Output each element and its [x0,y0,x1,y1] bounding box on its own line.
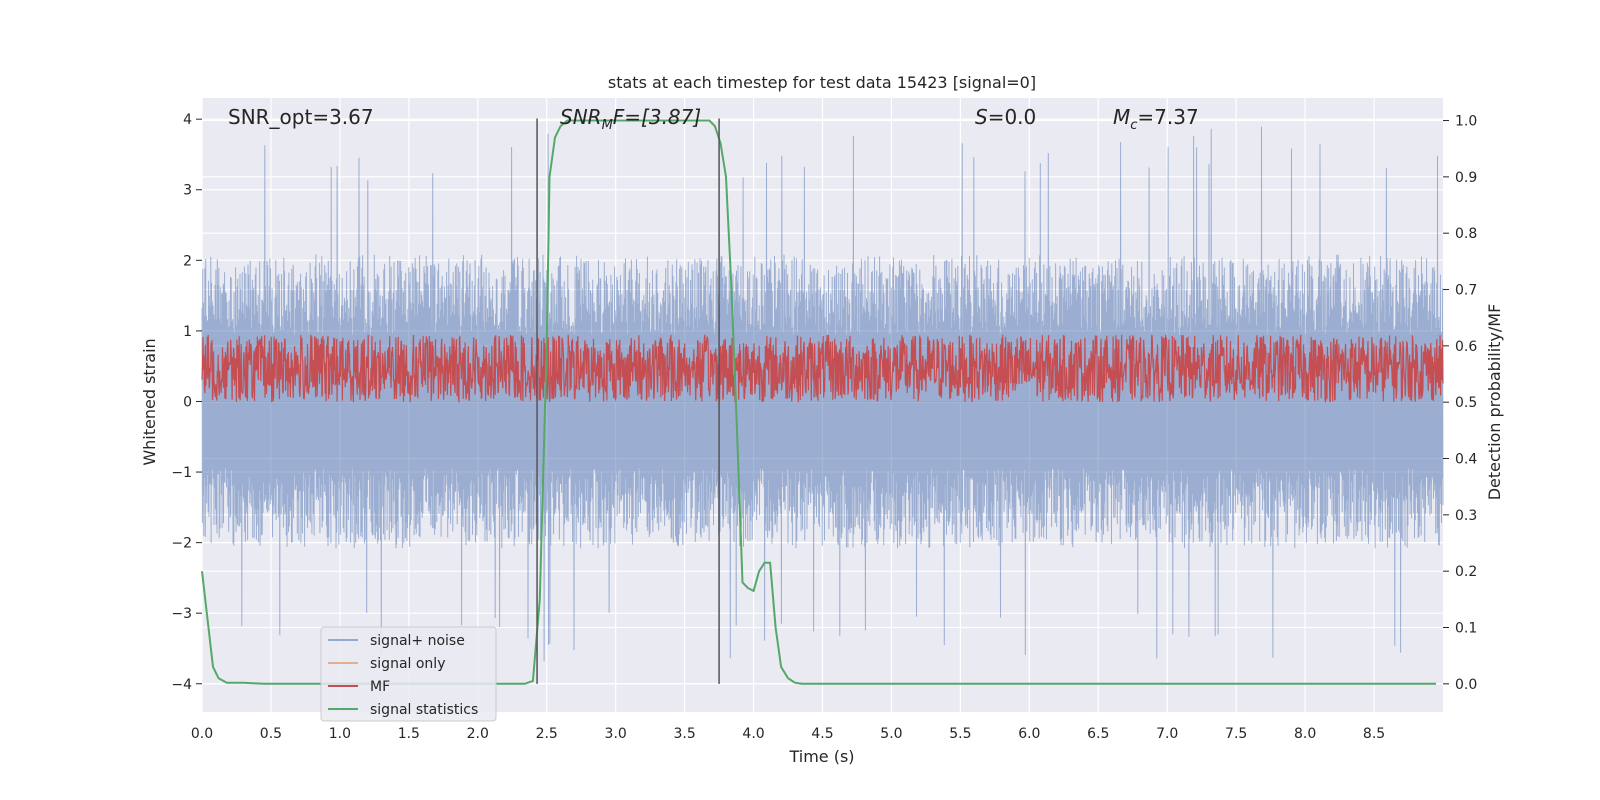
y-tick-label-left: −1 [171,465,192,481]
legend-entry-signal-statistics: signal statistics [370,702,478,718]
x-tick-label: 0.5 [260,726,282,742]
y-axis-label-right: Detection probability/MF [1485,304,1504,501]
y-tick-label-left: 2 [183,253,192,269]
legend-frame [320,626,497,722]
legend-entry-signal-only: signal only [370,656,445,672]
x-tick-label: 7.0 [1156,726,1178,742]
x-tick-label: 5.5 [949,726,971,742]
annotation-snr-mf-symbol: SNR [560,105,602,129]
x-tick-label: 4.5 [811,726,833,742]
series-layer [201,119,1444,685]
y-tick-label-left: −4 [171,677,192,693]
x-tick-label: 8.0 [1294,726,1316,742]
legend-entry-mf: MF [370,679,390,695]
y-axis-label-left: Whitened strain [140,338,159,465]
y-tick-label-right: 0.0 [1455,677,1477,693]
y-tick-label-right: 0.1 [1455,621,1477,637]
y-tick-label-right: 0.9 [1455,170,1477,186]
y-tick-label-right: 0.3 [1455,508,1477,524]
annotations: SNR_opt=3.67 SNRMF=[3.87] S=0.0 Mc=7.37 [228,105,1199,133]
x-tick-label: 2.0 [467,726,489,742]
annotation-snr-mf-subscript: M [602,118,613,133]
x-tick-label: 3.0 [605,726,627,742]
y-tick-label-left: 0 [183,394,192,410]
y-tick-label-right: 0.5 [1455,395,1477,411]
annotation-snr-mf: SNRMF=[3.87] [560,105,701,133]
x-tick-label: 0.0 [191,726,213,742]
y-tick-label-left: 4 [183,112,192,128]
x-tick-label: 8.5 [1363,726,1385,742]
x-tick-label: 2.5 [536,726,558,742]
annotation-s-value: =0.0 [988,105,1037,129]
y-tick-label-left: 1 [183,324,192,340]
annotation-s: S=0.0 [975,105,1036,129]
y-tick-label-right: 0.7 [1455,283,1477,299]
y-tick-label-left: 3 [183,183,192,199]
annotation-mc-subscript: c [1130,118,1137,133]
chart-title: stats at each timestep for test data 154… [608,73,1036,92]
x-tick-label: 1.0 [329,726,351,742]
x-tick-label: 6.0 [1018,726,1040,742]
y-tick-label-right: 0.2 [1455,564,1477,580]
annotation-mc-symbol: M [1113,105,1130,129]
annotation-s-symbol: S [975,105,988,129]
legend: signal+ noise signal only MF signal stat… [320,626,497,722]
annotation-mc: Mc=7.37 [1113,105,1199,133]
marker-lines [536,118,720,684]
series-signal-noise [201,126,1444,662]
x-tick-label: 7.5 [1225,726,1247,742]
y-tick-label-left: −2 [171,536,192,552]
x-tick-label: 6.5 [1087,726,1109,742]
y-tick-label-left: −3 [171,606,192,622]
x-axis-label: Time (s) [788,747,854,766]
axes: 0.0 0.5 1.0 1.5 2.0 2.5 3.0 3.5 4.0 4.5 5.0 5.5 6.0 6… [171,112,1477,742]
legend-entry-signal-noise: signal+ noise [370,633,465,649]
annotation-mc-value: =7.37 [1137,105,1198,129]
x-tick-label: 4.0 [742,726,764,742]
x-tick-label: 3.5 [673,726,695,742]
y-tick-label-right: 0.8 [1455,226,1477,242]
series-mf [201,334,1444,404]
y-tick-label-right: 1.0 [1455,114,1477,130]
x-tick-label: 1.5 [398,726,420,742]
y-tick-label-right: 0.4 [1455,452,1477,468]
x-tick-label: 5.0 [880,726,902,742]
y-tick-label-right: 0.6 [1455,339,1477,355]
annotation-snr-mf-value: F=[3.87] [613,105,701,129]
annotation-snr-opt: SNR_opt=3.67 [228,105,374,129]
